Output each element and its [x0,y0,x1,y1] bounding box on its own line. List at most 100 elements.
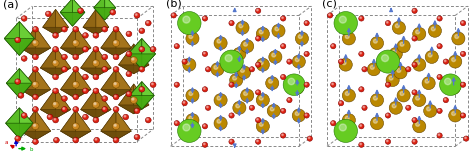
Circle shape [74,108,76,109]
Circle shape [438,17,440,18]
Polygon shape [76,110,91,140]
Circle shape [136,109,137,111]
Circle shape [330,44,336,49]
Circle shape [281,133,286,138]
Circle shape [175,122,177,123]
Polygon shape [81,110,111,118]
Circle shape [239,24,243,28]
Circle shape [295,32,309,45]
Circle shape [287,97,292,103]
Circle shape [140,48,142,49]
Circle shape [150,47,156,52]
Circle shape [259,96,263,100]
Circle shape [54,118,56,120]
Circle shape [63,28,64,29]
Circle shape [182,59,187,64]
Circle shape [93,74,99,80]
Circle shape [342,89,356,102]
Circle shape [305,52,307,54]
Circle shape [54,48,56,49]
Circle shape [114,83,116,85]
Circle shape [205,67,211,72]
Circle shape [94,75,96,77]
Circle shape [229,82,234,87]
Polygon shape [81,47,96,77]
Polygon shape [116,69,131,98]
Circle shape [126,31,132,37]
Circle shape [425,51,438,63]
Circle shape [102,67,108,72]
Circle shape [102,107,108,112]
Circle shape [281,108,286,113]
Circle shape [360,17,362,18]
Circle shape [400,92,404,95]
Circle shape [203,143,205,145]
Circle shape [139,47,145,52]
Circle shape [32,81,39,88]
Circle shape [112,81,119,88]
Circle shape [63,97,64,99]
Circle shape [437,16,442,21]
Circle shape [244,92,247,95]
Polygon shape [40,89,71,110]
Circle shape [342,32,356,45]
Circle shape [236,21,249,34]
Circle shape [225,55,232,62]
Circle shape [345,92,349,95]
Polygon shape [61,110,91,131]
Circle shape [416,30,419,34]
Circle shape [130,57,137,63]
Circle shape [304,20,310,26]
Circle shape [103,68,105,69]
Circle shape [257,119,258,120]
Circle shape [178,12,201,35]
Circle shape [102,26,108,32]
Polygon shape [128,54,155,69]
Circle shape [93,117,99,123]
Circle shape [202,87,208,92]
Circle shape [339,58,352,71]
Polygon shape [40,47,71,68]
Circle shape [74,124,76,126]
Circle shape [82,47,88,52]
Polygon shape [60,12,85,26]
Circle shape [123,114,128,120]
Circle shape [46,11,51,17]
Circle shape [288,60,290,62]
Circle shape [259,122,263,126]
Polygon shape [118,105,149,114]
Circle shape [412,36,417,41]
Polygon shape [116,110,131,140]
Circle shape [281,44,286,49]
Circle shape [214,65,218,69]
Circle shape [73,107,79,112]
Circle shape [217,96,221,100]
Circle shape [186,114,199,127]
Circle shape [54,103,56,105]
Circle shape [33,107,38,112]
Polygon shape [6,69,19,98]
Polygon shape [101,27,131,48]
Circle shape [397,89,410,102]
Circle shape [400,42,404,46]
Circle shape [114,55,116,57]
Circle shape [23,114,24,116]
Circle shape [152,48,153,49]
Circle shape [241,89,254,102]
Circle shape [229,113,234,118]
Circle shape [103,97,105,99]
Polygon shape [19,69,32,98]
Circle shape [413,94,426,107]
Polygon shape [61,48,91,57]
Circle shape [385,20,391,26]
Circle shape [249,67,255,72]
Circle shape [18,93,24,98]
Circle shape [94,118,96,120]
Circle shape [293,84,298,88]
Polygon shape [61,69,91,89]
Circle shape [128,52,129,54]
Circle shape [128,32,129,34]
Polygon shape [20,110,51,131]
Polygon shape [55,9,69,35]
Circle shape [342,114,356,127]
